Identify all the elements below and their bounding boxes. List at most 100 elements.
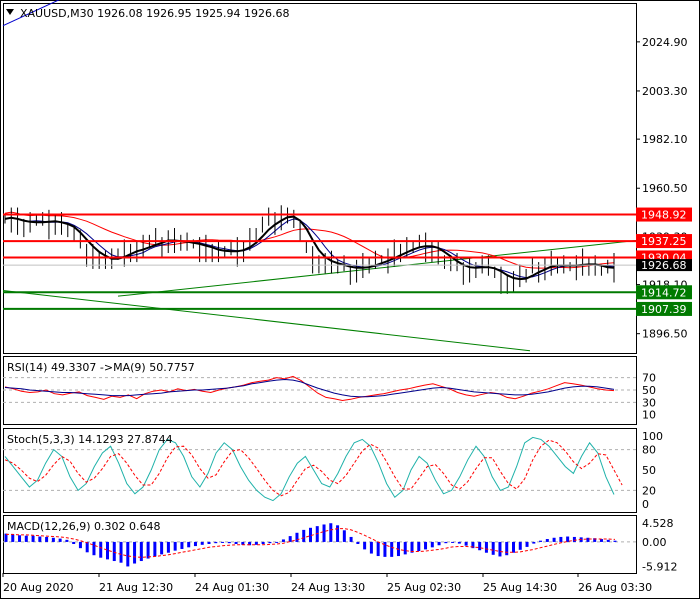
macd-hist-bar — [166, 541, 170, 553]
macd-hist-bar — [133, 541, 137, 564]
level-tag-text: 1937.25 — [641, 235, 687, 248]
macd-hist-bar — [126, 541, 130, 567]
macd-hist-bar — [491, 541, 495, 555]
macd-hist-bar — [613, 540, 617, 542]
macd-hist-bar — [336, 525, 340, 542]
price-y-tick-label: 1896.50 — [642, 328, 688, 341]
macd-hist-bar — [525, 541, 529, 547]
macd-hist-bar — [268, 541, 272, 544]
macd-hist-bar — [342, 530, 346, 542]
rsi-y-tick-label: 30 — [642, 396, 656, 409]
macd-hist-bar — [227, 541, 231, 544]
macd-hist-bar — [261, 541, 265, 544]
symbol-dropdown-icon[interactable] — [6, 9, 14, 15]
macd-hist-bar — [512, 541, 515, 553]
macd-hist-bar — [38, 536, 42, 542]
rsi-y-tick-label: 10 — [642, 409, 656, 422]
macd-hist-bar — [329, 523, 333, 542]
macd-hist-bar — [275, 541, 279, 543]
macd-hist-bar — [65, 539, 69, 542]
macd-hist-bar — [302, 529, 306, 542]
macd-hist-bar — [92, 541, 96, 556]
macd-hist-bar — [24, 535, 28, 542]
macd-y-tick-label: 4.528 — [642, 517, 674, 530]
stoch-main-line — [4, 436, 615, 502]
rsi-ma-line — [4, 378, 615, 398]
macd-hist-bar — [457, 541, 461, 544]
level-tag-text: 1907.39 — [641, 303, 687, 316]
macd-hist-bar — [430, 541, 434, 548]
macd-hist-bar — [586, 537, 590, 542]
macd-hist-bar — [606, 539, 610, 542]
macd-hist-bar — [424, 541, 428, 550]
price-y-tick-label: 2003.30 — [642, 85, 688, 98]
ma-slow-line — [4, 211, 615, 269]
macd-hist-bar — [383, 541, 387, 557]
price-panel-frame — [3, 3, 637, 354]
macd-hist-bar — [248, 541, 252, 546]
macd-hist-bar — [207, 541, 211, 544]
macd-hist-bar — [478, 541, 482, 551]
macd-hist-bar — [254, 541, 258, 545]
x-axis-label: 26 Aug 03:30 — [578, 581, 652, 594]
rsi-title: RSI(14) 49.3307 ->MA(9) 50.7757 — [7, 361, 195, 374]
stoch-y-tick-label: 100 — [642, 430, 663, 443]
macd-hist-bar — [376, 541, 380, 557]
x-axis-label: 24 Aug 01:30 — [195, 581, 269, 594]
green-trend-line-ascending — [117, 240, 637, 297]
macd-hist-bar — [369, 541, 373, 554]
macd-hist-bar — [214, 541, 218, 544]
macd-panel-frame — [3, 515, 637, 574]
macd-hist-bar — [234, 541, 238, 544]
macd-hist-bar — [498, 541, 502, 557]
macd-hist-bar — [417, 541, 421, 552]
x-axis-label: 20 Aug 2020 — [3, 581, 73, 594]
macd-hist-bar — [363, 541, 367, 550]
rsi-line — [4, 375, 615, 402]
price-y-tick-label: 2024.90 — [642, 36, 688, 49]
blue-trend-line — [2, 0, 60, 27]
macd-hist-bar — [505, 541, 509, 556]
macd-hist-bar — [45, 536, 49, 542]
macd-hist-bar — [599, 539, 603, 542]
macd-hist-bar — [31, 535, 35, 542]
macd-hist-bar — [545, 539, 549, 542]
macd-y-tick-label: -5.912 — [642, 560, 677, 573]
macd-hist-bar — [85, 541, 89, 553]
macd-hist-bar — [221, 541, 225, 543]
macd-hist-bar — [106, 541, 109, 560]
macd-hist-bar — [281, 539, 285, 542]
macd-hist-bar — [539, 540, 543, 542]
macd-hist-bar — [153, 541, 157, 557]
macd-title: MACD(12,26,9) 0.302 0.648 — [7, 520, 161, 533]
macd-hist-bar — [193, 541, 197, 547]
macd-hist-bar — [72, 541, 76, 544]
x-axis-label: 25 Aug 14:30 — [483, 581, 557, 594]
rsi-y-tick-label: 70 — [642, 372, 656, 385]
macd-hist-bar — [173, 541, 177, 551]
x-axis-label: 25 Aug 02:30 — [387, 581, 461, 594]
macd-hist-bar — [112, 541, 116, 562]
macd-hist-bar — [139, 541, 143, 562]
x-axis-label: 21 Aug 12:30 — [99, 581, 173, 594]
symbol-header: XAUUSD,M30 1926.08 1926.95 1925.94 1926.… — [20, 7, 290, 20]
last-price-text: 1926.68 — [641, 259, 687, 272]
price-y-tick-label: 1982.10 — [642, 133, 688, 146]
macd-hist-bar — [160, 541, 164, 555]
level-tag-1937.25 — [636, 234, 692, 249]
level-tag-1948.92 — [636, 207, 692, 222]
macd-hist-bar — [451, 541, 455, 543]
macd-hist-bar — [464, 541, 468, 546]
level-tag-1914.72 — [636, 285, 692, 300]
macd-hist-bar — [99, 541, 103, 558]
macd-hist-bar — [200, 541, 204, 545]
macd-y-tick-label: 0.00 — [642, 536, 667, 549]
macd-hist-bar — [187, 541, 191, 548]
macd-hist-bar — [180, 541, 184, 549]
rsi-y-tick-label: 50 — [642, 384, 656, 397]
price-close-line — [4, 215, 615, 281]
macd-hist-bar — [518, 541, 522, 550]
